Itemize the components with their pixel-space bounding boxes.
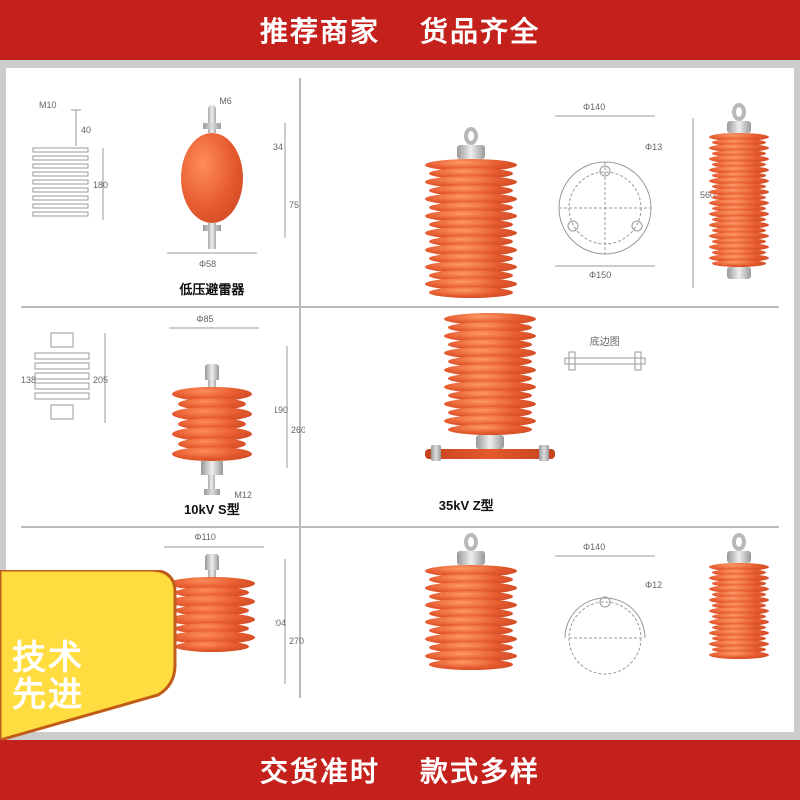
low-voltage-label: 低压避雷器 <box>179 279 244 298</box>
dim-phi140: Φ140 <box>583 102 605 112</box>
dim-phi140-b: Φ140 <box>583 542 605 552</box>
cell-2c <box>301 308 404 526</box>
badge-line1: 技术 <box>12 640 84 677</box>
cell-1c-empty <box>301 78 404 306</box>
banner-bottom-right: 款式多样 <box>420 750 540 790</box>
dim-m12-a: M12 <box>234 490 252 500</box>
dim-phi13: Φ13 <box>645 142 662 152</box>
dim-40: 40 <box>81 125 91 135</box>
dim-75: 75 <box>289 200 299 210</box>
row3-right-z <box>425 533 517 670</box>
dim-190: 190 <box>275 405 288 415</box>
cell-1d-z35-top: Φ140 Φ13 Φ150 560 <box>405 78 779 306</box>
s-10kv-insulator <box>172 364 252 495</box>
dim-m6: M6 <box>219 96 232 106</box>
row-1: M10 40 180 M6 <box>21 78 779 308</box>
banner-bottom-left: 交货准时 <box>260 750 380 790</box>
cell-1b-low-voltage: M6 Φ58 34 75 低压避雷器 <box>124 78 301 306</box>
row-2: 138 205 Φ85 <box>21 308 779 528</box>
dim-34: 34 <box>273 142 283 152</box>
base-label: 底边图 <box>590 333 620 348</box>
dim-204: 204 <box>275 618 286 628</box>
dim-phi12-b: Φ12 <box>645 580 662 590</box>
banner-top-left: 推荐商家 <box>260 10 380 50</box>
z-35kv-top-b <box>709 103 769 279</box>
row3-right-b <box>709 533 769 659</box>
dim-138: 138 <box>21 375 36 385</box>
badge-line2: 先进 <box>12 677 84 714</box>
dim-phi58: Φ58 <box>199 259 216 269</box>
top-banner: 推荐商家 货品齐全 <box>0 0 800 60</box>
row3-left-insulator <box>169 554 255 652</box>
cell-2a-dims: 138 205 <box>21 308 124 526</box>
dim-phi150: Φ150 <box>589 270 611 280</box>
badge: 技术 先进 <box>0 570 180 740</box>
cell-2d-z35-bottom: 底边图 35kV Z型 <box>405 308 779 526</box>
dim-180: 180 <box>93 180 108 190</box>
z-35kv-label: 35kV Z型 <box>439 495 494 514</box>
banner-top-right: 货品齐全 <box>420 10 540 50</box>
dim-phi110: Φ110 <box>194 532 216 542</box>
cell-2b-s10kv: Φ85 190 260 M12 10kV <box>124 308 301 526</box>
z-35kv-top <box>425 127 517 298</box>
z-35kv-bottom-half <box>425 313 555 459</box>
cell-1a-dims: M10 40 180 <box>21 78 124 306</box>
s-10kv-label: 10kV S型 <box>184 499 240 518</box>
dim-205: 205 <box>93 375 108 385</box>
bottom-banner: 交货准时 款式多样 <box>0 740 800 800</box>
badge-text: 技术 先进 <box>12 640 84 715</box>
dim-m10: M10 <box>39 100 57 110</box>
cell-3c <box>301 528 404 698</box>
cell-3d: Φ140 Φ12 <box>405 528 779 698</box>
low-voltage-arrester <box>181 133 243 223</box>
